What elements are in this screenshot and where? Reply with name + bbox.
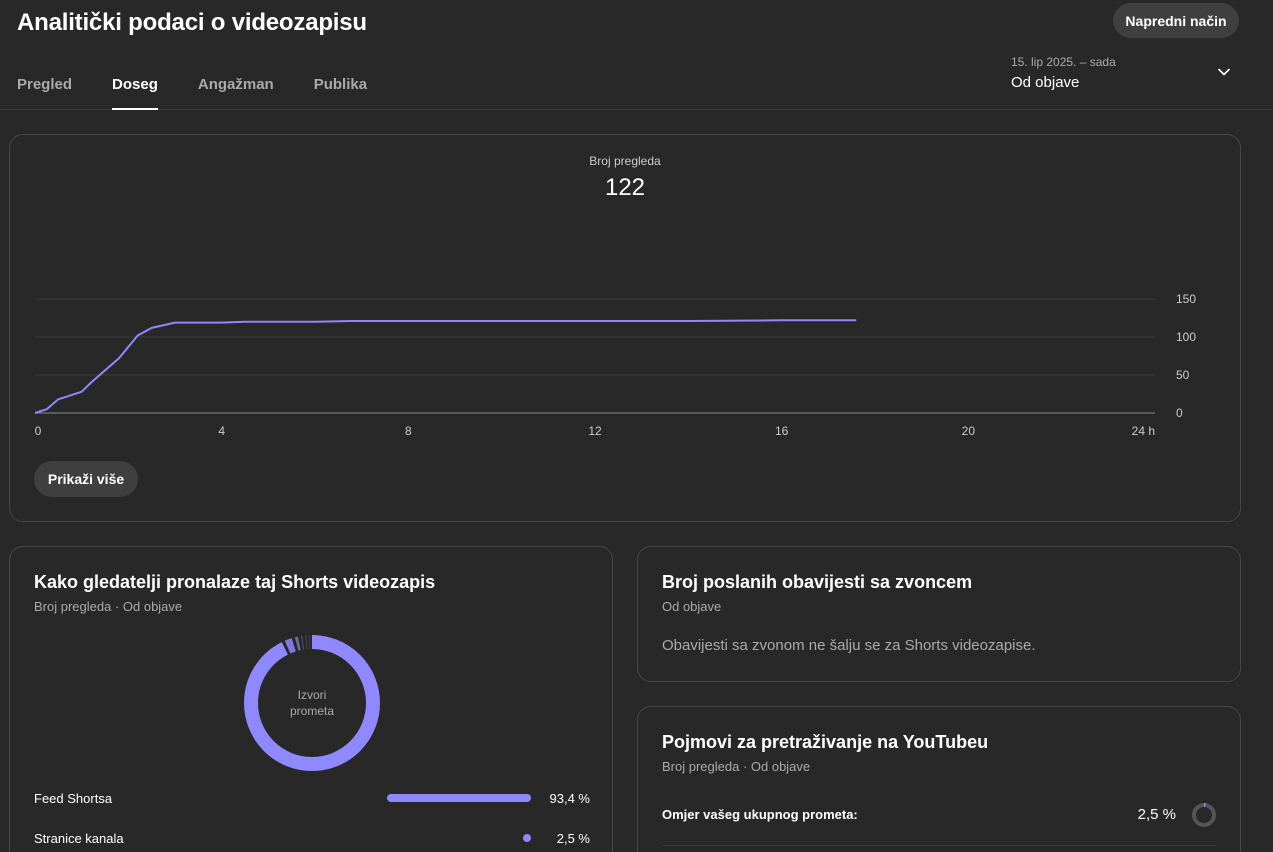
y-tick-label: 150 (1176, 292, 1196, 306)
date-range-picker[interactable]: 15. lip 2025. – sada Od objave (1011, 55, 1239, 95)
bell-card-subtitle: Od objave (662, 599, 722, 614)
traffic-source-row[interactable]: Stranice kanala 2,5 % (34, 829, 590, 849)
x-tick-label: 8 (405, 424, 412, 438)
x-tick-label: 24 h (1132, 424, 1155, 438)
tab-bar: Pregled Doseg Angažman Publika (17, 76, 407, 110)
traffic-source-bar-fill (523, 834, 531, 842)
traffic-source-percent: 2,5 % (556, 831, 590, 846)
date-period-text: Od objave (1011, 74, 1080, 91)
ratio-ring-fill (1192, 803, 1216, 827)
traffic-ratio-label: Omjer vašeg ukupnog prometa: (662, 807, 858, 822)
traffic-source-bar (377, 834, 531, 842)
page-title: Analitički podaci o videozapisu (17, 9, 367, 36)
bell-card-title: Broj poslanih obavijesti sa zvoncem (662, 572, 973, 592)
views-line-chart: 0 50 100 150 0 4 8 12 16 20 24 h (34, 292, 1197, 438)
tab-audience[interactable]: Publika (313, 76, 368, 93)
traffic-ratio-ring (1192, 803, 1216, 827)
traffic-source-name: Feed Shortsa (34, 791, 113, 806)
traffic-sources-card: Kako gledatelji pronalaze taj Shorts vid… (9, 546, 613, 852)
views-card: Broj pregleda 122 0 50 100 150 0 4 8 12 16 20 24 h… (9, 134, 1241, 522)
y-tick-label: 100 (1176, 330, 1196, 344)
traffic-card-subtitle: Broj pregleda · Od objave (34, 599, 183, 614)
donut-segment[interactable] (244, 635, 380, 771)
advanced-mode-button[interactable]: Napredni način (1113, 3, 1239, 38)
bell-notifications-card: Broj poslanih obavijesti sa zvoncem Od o… (637, 546, 1241, 682)
x-tick-label: 12 (588, 424, 602, 438)
x-tick-label: 0 (35, 424, 42, 438)
y-tick-label: 0 (1176, 406, 1183, 420)
views-metric-label: Broj pregleda (589, 154, 661, 168)
search-card-title: Pojmovi za pretraživanje na YouTubeu (662, 732, 989, 752)
search-terms-card: Pojmovi za pretraživanje na YouTubeu Bro… (637, 706, 1241, 852)
tab-overview[interactable]: Pregled (17, 76, 73, 93)
views-series-line[interactable] (34, 319, 857, 414)
x-tick-label: 16 (775, 424, 789, 438)
donut-center-label: Izvori prometa (289, 688, 335, 718)
traffic-ratio-value: 2,5 % (1137, 806, 1176, 823)
traffic-source-bar (377, 794, 531, 802)
header: Analitički podaci o videozapisu Napredni… (0, 0, 1273, 110)
views-metric-value: 122 (604, 174, 646, 201)
tab-reach[interactable]: Doseg (112, 76, 158, 110)
traffic-source-name: Stranice kanala (34, 831, 124, 846)
show-more-button[interactable]: Prikaži više (34, 461, 138, 497)
traffic-source-bar-fill (387, 794, 531, 802)
tab-engagement[interactable]: Angažman (197, 76, 274, 93)
traffic-source-row[interactable]: Feed Shortsa 93,4 % (34, 789, 590, 809)
date-range-text: 15. lip 2025. – sada (1011, 55, 1116, 69)
bell-card-message: Obavijesti sa zvonom ne šalju se za Shor… (662, 637, 1036, 654)
search-card-subtitle: Broj pregleda · Od objave (662, 759, 811, 774)
traffic-source-percent: 93,4 % (549, 791, 590, 806)
ratio-ring-track (1192, 803, 1216, 827)
x-tick-label: 4 (218, 424, 225, 438)
y-tick-label: 50 (1176, 368, 1190, 382)
traffic-donut-chart (244, 635, 380, 771)
divider (662, 845, 1216, 846)
traffic-card-title: Kako gledatelji pronalaze taj Shorts vid… (34, 572, 436, 592)
x-tick-label: 20 (962, 424, 976, 438)
chevron-down-icon[interactable] (1217, 65, 1231, 79)
